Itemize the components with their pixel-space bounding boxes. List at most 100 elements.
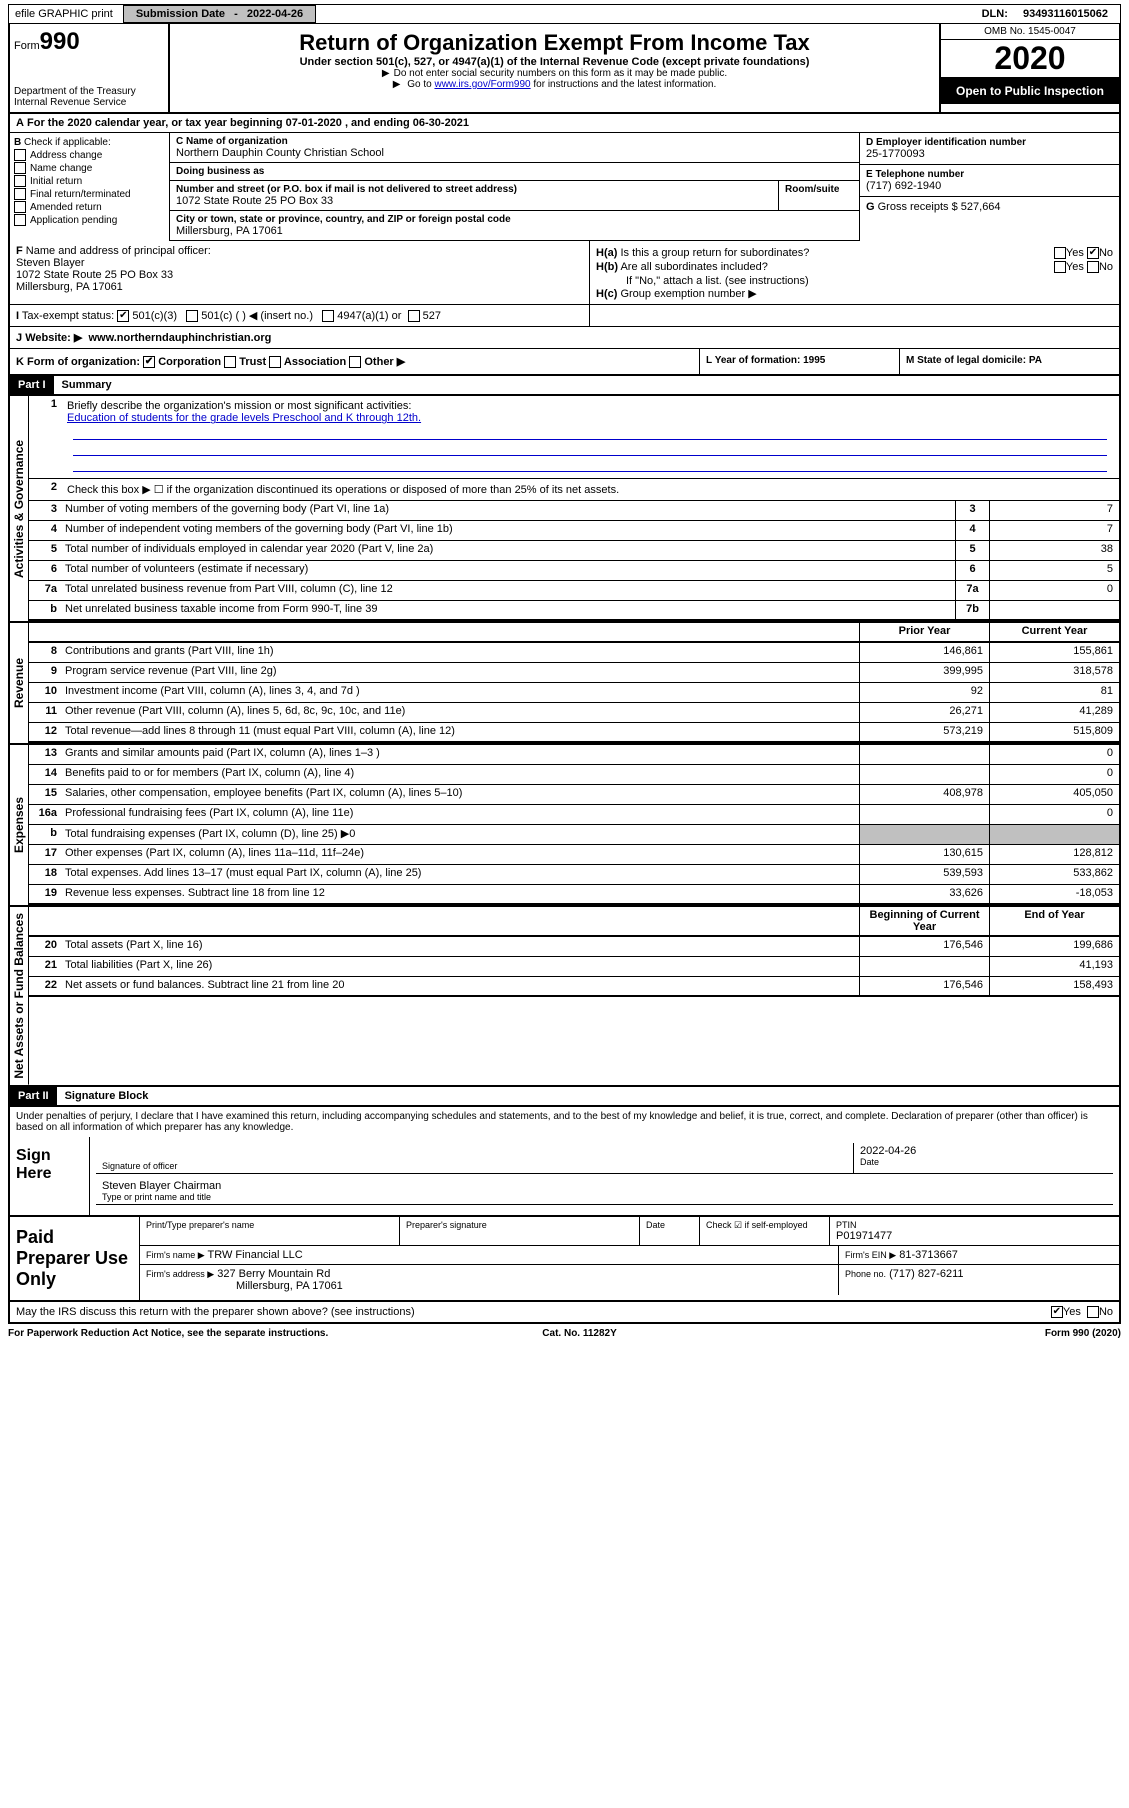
col-current: Current Year xyxy=(989,623,1119,641)
firm-addr: 327 Berry Mountain Rd xyxy=(217,1268,330,1280)
omb-number: OMB No. 1545-0047 xyxy=(941,24,1119,40)
org-city: Millersburg, PA 17061 xyxy=(176,225,853,237)
ha-yes[interactable] xyxy=(1054,247,1066,259)
section-K: K Form of organization: Corporation Trus… xyxy=(10,349,699,374)
page-footer: For Paperwork Reduction Act Notice, see … xyxy=(8,1324,1121,1343)
table-row: 12 Total revenue—add lines 8 through 11 … xyxy=(29,723,1119,743)
chk-501c[interactable] xyxy=(186,310,198,322)
table-row: 19 Revenue less expenses. Subtract line … xyxy=(29,885,1119,905)
chk-address-change[interactable] xyxy=(14,149,26,161)
table-row: 17 Other expenses (Part IX, column (A), … xyxy=(29,845,1119,865)
chk-trust[interactable] xyxy=(224,356,236,368)
submission-date-btn[interactable]: Submission Date - 2022-04-26 xyxy=(123,5,316,23)
dln: DLN: 93493116015062 xyxy=(970,6,1120,22)
discuss-row: May the IRS discuss this return with the… xyxy=(8,1302,1121,1324)
table-row: 21 Total liabilities (Part X, line 26) 4… xyxy=(29,957,1119,977)
section-L: L Year of formation: 1995 xyxy=(699,349,899,374)
chk-name-change[interactable] xyxy=(14,162,26,174)
firm-phone: (717) 827-6211 xyxy=(889,1268,963,1280)
sign-here-label: Sign Here xyxy=(10,1137,90,1215)
chk-corp[interactable] xyxy=(143,356,155,368)
table-row: 10 Investment income (Part VIII, column … xyxy=(29,683,1119,703)
table-row: 8 Contributions and grants (Part VIII, l… xyxy=(29,643,1119,663)
side-expenses: Expenses xyxy=(10,745,29,905)
section-DEG: D Employer identification number 25-1770… xyxy=(859,133,1119,241)
section-H: H(a) Is this a group return for subordin… xyxy=(590,241,1119,304)
form-subtitle: Under section 501(c), 527, or 4947(a)(1)… xyxy=(176,56,933,68)
side-governance: Activities & Governance xyxy=(10,396,29,621)
tax-year: 2020 xyxy=(941,40,1119,78)
form-title: Return of Organization Exempt From Incom… xyxy=(176,30,933,56)
table-row: 20 Total assets (Part X, line 16) 176,54… xyxy=(29,937,1119,957)
ptin: P01971477 xyxy=(836,1230,1113,1242)
header-center: Return of Organization Exempt From Incom… xyxy=(170,24,939,112)
telephone: (717) 692-1940 xyxy=(866,180,1113,192)
open-public: Open to Public Inspection xyxy=(941,78,1119,104)
table-row: 18 Total expenses. Add lines 13–17 (must… xyxy=(29,865,1119,885)
table-row: 3 Number of voting members of the govern… xyxy=(29,501,1119,521)
note-goto: Go to www.irs.gov/Form990 for instructio… xyxy=(176,79,933,90)
hb-no[interactable] xyxy=(1087,261,1099,273)
section-C: C Name of organization Northern Dauphin … xyxy=(170,133,859,241)
note-ssn: Do not enter social security numbers on … xyxy=(176,68,933,79)
col-end: End of Year xyxy=(989,907,1119,935)
section-J: J Website: ▶ www.northerndauphinchristia… xyxy=(10,327,1119,349)
table-row: 14 Benefits paid to or for members (Part… xyxy=(29,765,1119,785)
hb-yes[interactable] xyxy=(1054,261,1066,273)
dept-label: Department of the Treasury Internal Reve… xyxy=(14,86,164,108)
sig-date-value: 2022-04-26 xyxy=(860,1145,1107,1157)
declaration: Under penalties of perjury, I declare th… xyxy=(10,1107,1119,1137)
irs-link[interactable]: www.irs.gov/Form990 xyxy=(434,79,530,90)
chk-initial-return[interactable] xyxy=(14,175,26,187)
table-row: 13 Grants and similar amounts paid (Part… xyxy=(29,745,1119,765)
part1-header: Part I Summary xyxy=(8,376,1121,396)
form-word: Form xyxy=(14,40,40,52)
top-bar: efile GRAPHIC print Submission Date - 20… xyxy=(8,4,1121,24)
side-netassets: Net Assets or Fund Balances xyxy=(10,907,29,1085)
table-row: 6 Total number of volunteers (estimate i… xyxy=(29,561,1119,581)
section-F: F Name and address of principal officer:… xyxy=(10,241,590,304)
table-row: 4 Number of independent voting members o… xyxy=(29,521,1119,541)
chk-4947[interactable] xyxy=(322,310,334,322)
line-A: A For the 2020 calendar year, or tax yea… xyxy=(10,114,1119,133)
ein: 25-1770093 xyxy=(866,148,1113,160)
line2: Check this box ▶ ☐ if the organization d… xyxy=(61,479,1119,500)
chk-501c3[interactable] xyxy=(117,310,129,322)
ha-no[interactable] xyxy=(1087,247,1099,259)
chk-assoc[interactable] xyxy=(269,356,281,368)
section-I: I Tax-exempt status: 501(c)(3) 501(c) ( … xyxy=(10,305,590,326)
form-header: Form990 Department of the Treasury Inter… xyxy=(8,24,1121,114)
org-address: 1072 State Route 25 PO Box 33 xyxy=(176,195,772,207)
chk-app-pending[interactable] xyxy=(14,214,26,226)
table-row: 11 Other revenue (Part VIII, column (A),… xyxy=(29,703,1119,723)
part2-header: Part II Signature Block xyxy=(8,1087,1121,1107)
table-row: 9 Program service revenue (Part VIII, li… xyxy=(29,663,1119,683)
col-begin: Beginning of Current Year xyxy=(859,907,989,935)
org-name: Northern Dauphin County Christian School xyxy=(176,147,853,159)
firm-ein: 81-3713667 xyxy=(899,1249,958,1261)
chk-527[interactable] xyxy=(408,310,420,322)
table-row: b Net unrelated business taxable income … xyxy=(29,601,1119,621)
officer-name-title: Steven Blayer Chairman xyxy=(102,1180,1107,1192)
table-row: 5 Total number of individuals employed i… xyxy=(29,541,1119,561)
chk-amended[interactable] xyxy=(14,201,26,213)
chk-other[interactable] xyxy=(349,356,361,368)
officer-addr: 1072 State Route 25 PO Box 33 xyxy=(16,269,583,281)
table-row: 7a Total unrelated business revenue from… xyxy=(29,581,1119,601)
section-B: B Check if applicable: Address change Na… xyxy=(10,133,170,241)
discuss-yes[interactable] xyxy=(1051,1306,1063,1318)
table-row: 16a Professional fundraising fees (Part … xyxy=(29,805,1119,825)
table-row: 22 Net assets or fund balances. Subtract… xyxy=(29,977,1119,997)
firm-name: TRW Financial LLC xyxy=(208,1249,303,1261)
paid-preparer-label: Paid Preparer Use Only xyxy=(10,1217,140,1300)
line1-mission: Briefly describe the organization's miss… xyxy=(61,396,1119,478)
form-number: 990 xyxy=(40,28,80,55)
side-revenue: Revenue xyxy=(10,623,29,743)
chk-final-return[interactable] xyxy=(14,188,26,200)
header-left: Form990 Department of the Treasury Inter… xyxy=(10,24,170,112)
header-right: OMB No. 1545-0047 2020 Open to Public In… xyxy=(939,24,1119,112)
gross-receipts: 527,664 xyxy=(961,201,1001,213)
table-row: b Total fundraising expenses (Part IX, c… xyxy=(29,825,1119,845)
table-row: 15 Salaries, other compensation, employe… xyxy=(29,785,1119,805)
discuss-no[interactable] xyxy=(1087,1306,1099,1318)
